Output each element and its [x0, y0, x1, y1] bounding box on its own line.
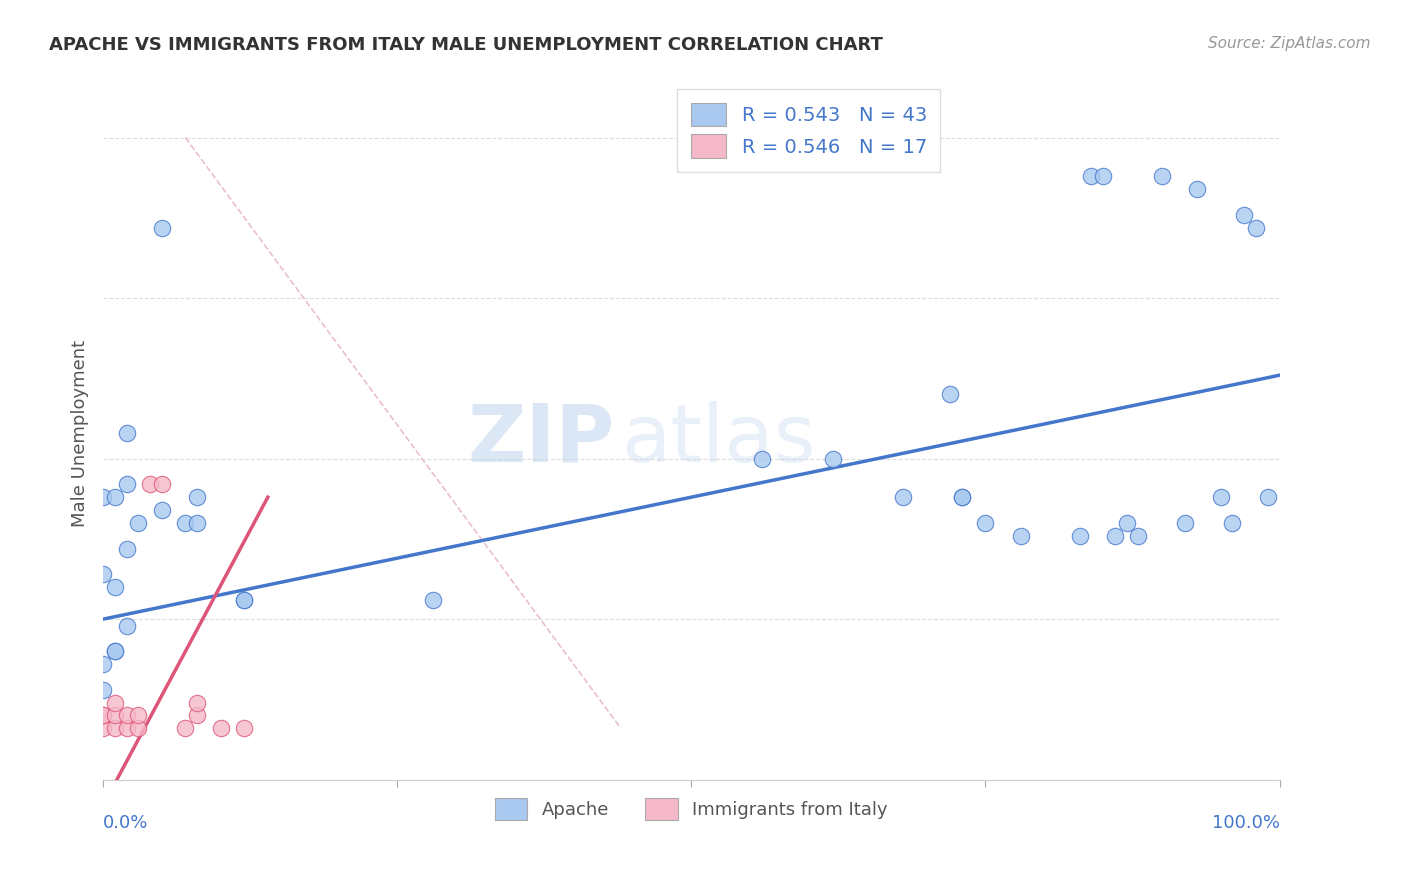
Point	[1257, 490, 1279, 504]
Text: APACHE VS IMMIGRANTS FROM ITALY MALE UNEMPLOYMENT CORRELATION CHART: APACHE VS IMMIGRANTS FROM ITALY MALE UNE…	[49, 36, 883, 54]
Point	[104, 580, 127, 594]
Point	[939, 387, 962, 401]
Text: 0.0%: 0.0%	[103, 814, 149, 832]
Point	[1010, 529, 1032, 543]
Point	[91, 708, 114, 723]
Text: ZIP: ZIP	[468, 401, 614, 479]
Point	[1104, 529, 1126, 543]
Y-axis label: Male Unemployment: Male Unemployment	[72, 340, 89, 526]
Point	[974, 516, 997, 530]
Point	[115, 721, 138, 735]
Point	[186, 490, 208, 504]
Point	[91, 567, 114, 582]
Point	[150, 503, 173, 517]
Point	[1244, 220, 1267, 235]
Point	[127, 516, 149, 530]
Text: 100.0%: 100.0%	[1212, 814, 1279, 832]
Point	[104, 490, 127, 504]
Point	[1150, 169, 1173, 184]
Point	[115, 618, 138, 632]
Point	[91, 657, 114, 671]
Point	[115, 425, 138, 440]
Point	[104, 644, 127, 658]
Point	[115, 708, 138, 723]
Point	[1174, 516, 1197, 530]
Point	[91, 708, 114, 723]
Point	[1233, 208, 1256, 222]
Point	[751, 451, 773, 466]
Point	[91, 682, 114, 697]
Point	[950, 490, 973, 504]
Point	[186, 516, 208, 530]
Point	[233, 721, 256, 735]
Point	[91, 721, 114, 735]
Point	[1185, 182, 1208, 196]
Point	[150, 477, 173, 491]
Point	[91, 490, 114, 504]
Point	[1128, 529, 1150, 543]
Point	[1209, 490, 1232, 504]
Point	[127, 708, 149, 723]
Point	[209, 721, 232, 735]
Point	[821, 451, 844, 466]
Point	[1115, 516, 1137, 530]
Point	[104, 644, 127, 658]
Point	[186, 696, 208, 710]
Point	[115, 477, 138, 491]
Point	[104, 721, 127, 735]
Point	[1069, 529, 1091, 543]
Point	[139, 477, 162, 491]
Point	[174, 721, 197, 735]
Point	[233, 593, 256, 607]
Point	[422, 593, 444, 607]
Text: Source: ZipAtlas.com: Source: ZipAtlas.com	[1208, 36, 1371, 51]
Point	[950, 490, 973, 504]
Legend: Apache, Immigrants from Italy: Apache, Immigrants from Italy	[482, 786, 900, 833]
Point	[127, 721, 149, 735]
Point	[104, 708, 127, 723]
Text: atlas: atlas	[621, 401, 815, 479]
Point	[174, 516, 197, 530]
Point	[115, 541, 138, 556]
Point	[233, 593, 256, 607]
Point	[104, 696, 127, 710]
Point	[1080, 169, 1102, 184]
Point	[1092, 169, 1115, 184]
Point	[186, 708, 208, 723]
Point	[150, 220, 173, 235]
Point	[1222, 516, 1244, 530]
Point	[891, 490, 914, 504]
